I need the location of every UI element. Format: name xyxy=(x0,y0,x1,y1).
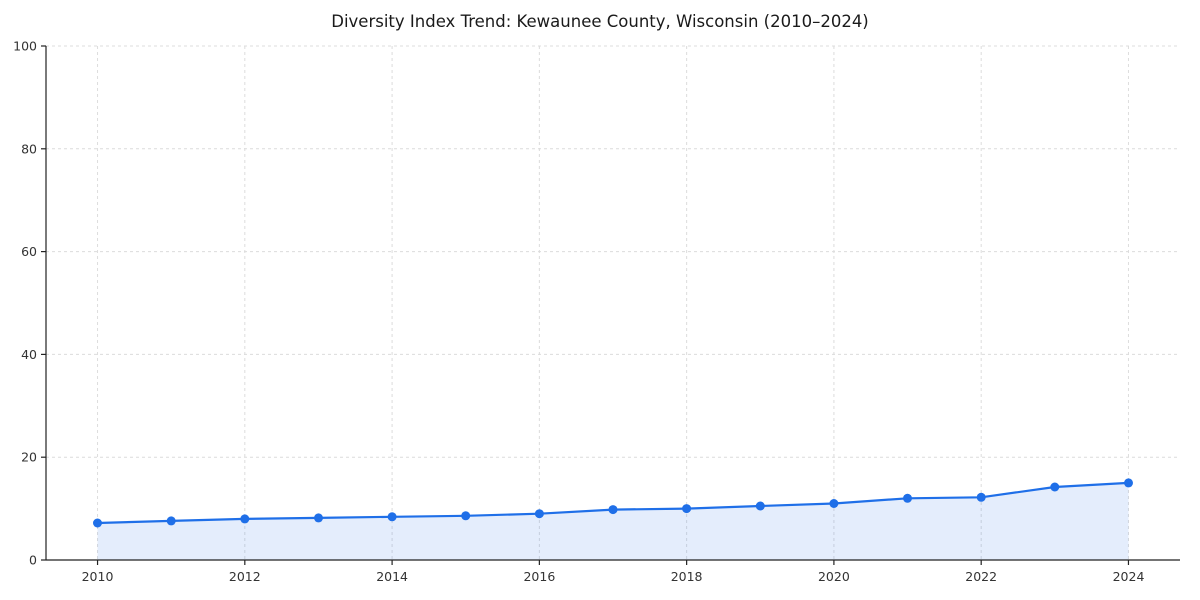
x-tick-label: 2020 xyxy=(818,569,850,584)
y-tick-label: 80 xyxy=(21,141,37,156)
y-tick-labels: 0 20 40 60 80 100 xyxy=(13,39,46,568)
x-tick-label: 2010 xyxy=(82,569,114,584)
x-tick-label: 2016 xyxy=(523,569,555,584)
data-point xyxy=(534,509,544,519)
data-point xyxy=(461,511,471,521)
x-tick-label: 2014 xyxy=(376,569,408,584)
data-point xyxy=(829,499,839,508)
data-points xyxy=(93,478,1133,528)
data-point xyxy=(314,513,323,523)
data-point xyxy=(682,504,692,514)
data-point xyxy=(903,493,912,503)
data-point xyxy=(1124,478,1133,488)
y-tick-label: 40 xyxy=(21,347,37,362)
gridlines xyxy=(46,45,1180,560)
data-point xyxy=(240,514,250,524)
data-point xyxy=(93,518,102,528)
data-point xyxy=(1050,482,1060,492)
y-tick-label: 100 xyxy=(13,39,37,54)
x-tick-labels: 2010 2012 2014 2016 2018 2020 2022 2024 xyxy=(82,560,1145,584)
y-tick-label: 60 xyxy=(21,244,37,259)
data-point xyxy=(166,516,176,526)
x-tick-label: 2018 xyxy=(671,569,703,584)
x-tick-label: 2022 xyxy=(965,569,997,584)
chart-title: Diversity Index Trend: Kewaunee County, … xyxy=(331,12,869,31)
data-point xyxy=(387,512,397,522)
area-fill xyxy=(97,482,1129,560)
data-point xyxy=(976,492,986,502)
x-tick-label: 2012 xyxy=(229,569,261,584)
x-tick-label: 2024 xyxy=(1113,569,1145,584)
data-point xyxy=(755,501,765,511)
y-tick-label: 0 xyxy=(29,553,37,568)
y-tick-label: 20 xyxy=(21,450,37,465)
data-point xyxy=(608,505,618,515)
